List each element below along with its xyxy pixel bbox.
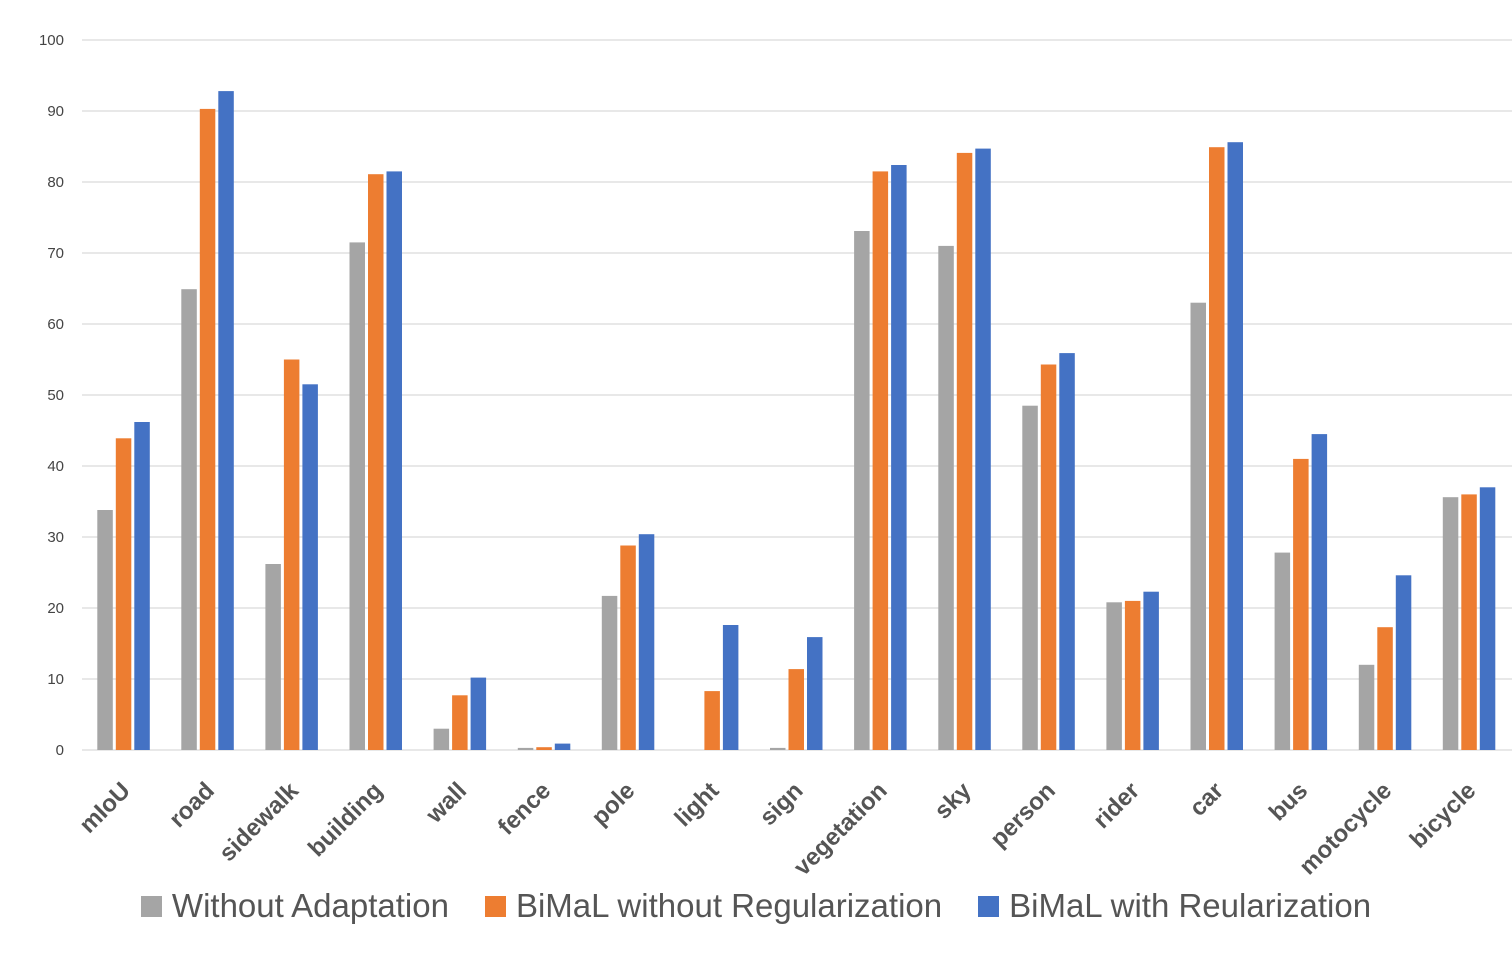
bar-pole-bimal-with-reularization <box>638 534 655 750</box>
legend-label: Without Adaptation <box>171 887 449 924</box>
bar-person-bimal-without-regularization <box>1040 364 1057 750</box>
gridlines <box>82 39 1512 751</box>
bar-wall-without-adaptation <box>433 728 450 750</box>
bar-motocycle-bimal-without-regularization <box>1377 627 1393 750</box>
bar-motocycle-without-adaptation <box>1358 664 1375 750</box>
bar-sky-without-adaptation <box>938 245 954 750</box>
bar-building-bimal-without-regularization <box>368 174 384 750</box>
legend-label: BiMaL without Regularization <box>515 887 943 924</box>
y-tick-label: 0 <box>56 742 64 759</box>
x-category-label-rider: rider <box>1088 777 1145 834</box>
y-tick-label: 60 <box>47 316 64 333</box>
bar-sky-bimal-with-reularization <box>975 148 991 751</box>
bar-road-bimal-with-reularization <box>218 91 234 751</box>
bar-road-without-adaptation <box>181 289 197 750</box>
bar-sidewalk-bimal-with-reularization <box>302 384 318 750</box>
bar-fence-bimal-with-reularization <box>554 743 571 750</box>
bar-rider-without-adaptation <box>1106 602 1122 750</box>
bar-person-without-adaptation <box>1022 405 1038 750</box>
bar-pole-without-adaptation <box>601 595 618 750</box>
y-tick-label: 100 <box>39 32 64 49</box>
bar-sign-bimal-with-reularization <box>807 637 823 750</box>
x-category-label-sign: sign <box>755 777 809 831</box>
y-tick-label: 20 <box>47 600 64 617</box>
bar-sidewalk-bimal-without-regularization <box>283 359 300 750</box>
x-category-label-sky: sky <box>929 777 977 825</box>
bar-light-bimal-with-reularization <box>722 625 739 750</box>
bar-car-bimal-with-reularization <box>1227 142 1243 750</box>
legend-label: BiMaL with Reularization <box>1009 887 1372 924</box>
bar-vegetation-bimal-without-regularization <box>872 171 889 750</box>
bar-miou-bimal-without-regularization <box>115 438 132 750</box>
bar-sign-without-adaptation <box>770 747 786 750</box>
x-category-label-fence: fence <box>493 777 556 840</box>
y-tick-label: 50 <box>47 387 64 404</box>
bar-sign-bimal-without-regularization <box>788 669 804 750</box>
x-category-label-wall: wall <box>420 777 472 829</box>
x-category-label-road: road <box>164 777 220 833</box>
legend-item-without-adaptation[interactable]: Without Adaptation <box>140 887 449 925</box>
bar-miou-bimal-with-reularization <box>134 422 150 750</box>
x-category-label-motocycle: motocycle <box>1294 777 1397 880</box>
bars <box>97 91 1496 751</box>
bar-wall-bimal-without-regularization <box>452 695 468 750</box>
legend-item-bimal-without-regularization[interactable]: BiMaL without Regularization <box>484 887 943 925</box>
bar-wall-bimal-with-reularization <box>470 677 487 750</box>
y-tick-label: 80 <box>47 174 64 191</box>
y-tick-label: 90 <box>47 103 64 120</box>
y-tick-label: 70 <box>47 245 64 262</box>
y-tick-label: 30 <box>47 529 64 546</box>
legend-swatch-orange <box>484 895 506 917</box>
legend-swatch-blue <box>978 895 1000 917</box>
x-category-label-sidewalk: sidewalk <box>214 777 304 867</box>
bar-sidewalk-without-adaptation <box>265 564 281 750</box>
x-category-label-pole: pole <box>586 777 640 831</box>
y-tick-label: 40 <box>47 458 64 475</box>
bar-building-without-adaptation <box>349 242 365 750</box>
bar-rider-bimal-without-regularization <box>1124 600 1141 750</box>
bar-rider-bimal-with-reularization <box>1143 591 1159 750</box>
bar-road-bimal-without-regularization <box>199 108 216 750</box>
x-category-label-bicycle: bicycle <box>1405 777 1482 854</box>
x-category-label-building: building <box>303 777 388 862</box>
bar-vegetation-without-adaptation <box>854 231 870 750</box>
x-category-label-car: car <box>1184 777 1229 822</box>
bar-person-bimal-with-reularization <box>1059 353 1075 750</box>
bar-bus-without-adaptation <box>1274 552 1291 750</box>
y-tick-label: 10 <box>47 671 64 688</box>
legend-swatch-gray <box>140 895 162 917</box>
bar-bus-bimal-without-regularization <box>1293 458 1309 750</box>
bar-motocycle-bimal-with-reularization <box>1395 575 1412 750</box>
bar-car-without-adaptation <box>1190 302 1206 750</box>
bar-fence-without-adaptation <box>517 747 534 750</box>
bar-vegetation-bimal-with-reularization <box>891 165 907 750</box>
bar-sky-bimal-without-regularization <box>956 152 973 750</box>
bar-car-bimal-without-regularization <box>1209 147 1225 750</box>
x-category-label-light: light <box>670 777 725 832</box>
legend-item-bimal-with-reularization[interactable]: BiMaL with Reularization <box>978 887 1371 925</box>
y-axis-tick-labels: 0 10 20 30 40 50 60 70 80 90 100 <box>39 32 64 759</box>
legend: Without Adaptation BiMaL without Regular… <box>0 880 1512 932</box>
bar-bicycle-bimal-without-regularization <box>1461 494 1477 750</box>
bar-building-bimal-with-reularization <box>386 171 402 750</box>
x-category-label-person: person <box>985 777 1061 853</box>
bar-miou-without-adaptation <box>97 510 113 750</box>
x-category-label-bus: bus <box>1264 777 1313 826</box>
bar-bus-bimal-with-reularization <box>1311 434 1328 750</box>
bar-bicycle-bimal-with-reularization <box>1479 487 1496 750</box>
bar-fence-bimal-without-regularization <box>536 747 552 750</box>
x-category-label-miou: mIoU <box>74 777 136 839</box>
bar-light-bimal-without-regularization <box>704 691 720 750</box>
bar-bicycle-without-adaptation <box>1442 497 1459 750</box>
bar-pole-bimal-without-regularization <box>620 545 636 750</box>
